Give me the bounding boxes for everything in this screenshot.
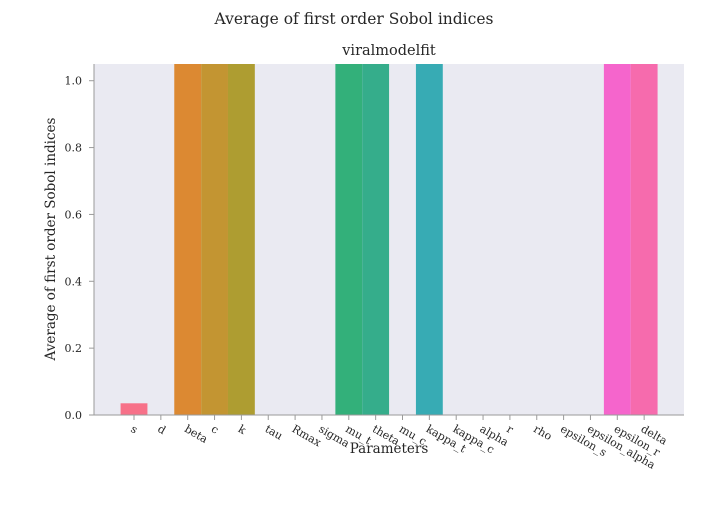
x-tick-label-k: k (236, 422, 249, 437)
x-tick-label-rho: rho (531, 422, 554, 443)
x-tick-label-c: c (209, 422, 221, 436)
bar-kappa_t (415, 64, 443, 415)
bar-epsilon_r (603, 64, 631, 415)
bar-k (227, 64, 255, 415)
y-tick-label: 0.4 (65, 275, 83, 288)
bars-group (120, 64, 658, 415)
y-tick-label: 0.6 (65, 208, 83, 221)
figure-title: Average of first order Sobol indices (214, 10, 494, 28)
chart-title: viralmodelfit (341, 43, 436, 59)
y-tick-label: 1.0 (65, 75, 83, 88)
y-tick-label: 0.8 (65, 142, 83, 155)
x-tick-label-s: s (129, 422, 141, 436)
y-axis-label: Average of first order Sobol indices (43, 117, 59, 361)
bar-delta (630, 64, 658, 415)
bar-mu_t (335, 64, 363, 415)
bar-beta (174, 64, 202, 415)
y-tick-label: 0.0 (65, 409, 83, 422)
y-ticks-group: 0.0 0.2 0.4 0.6 0.8 1.0 (65, 75, 94, 422)
bar-s (120, 403, 148, 415)
x-tick-label-Rmax: Rmax (290, 422, 324, 449)
y-tick-label: 0.2 (65, 342, 83, 355)
x-axis-label: Parameters (350, 441, 429, 457)
bar-theta (362, 64, 390, 415)
x-tick-label-tau: tau (263, 422, 285, 442)
x-tick-label-r: r (504, 422, 516, 436)
x-tick-label-beta: beta (182, 422, 210, 446)
x-tick-label-d: d (155, 422, 168, 437)
bar-c (201, 64, 228, 415)
